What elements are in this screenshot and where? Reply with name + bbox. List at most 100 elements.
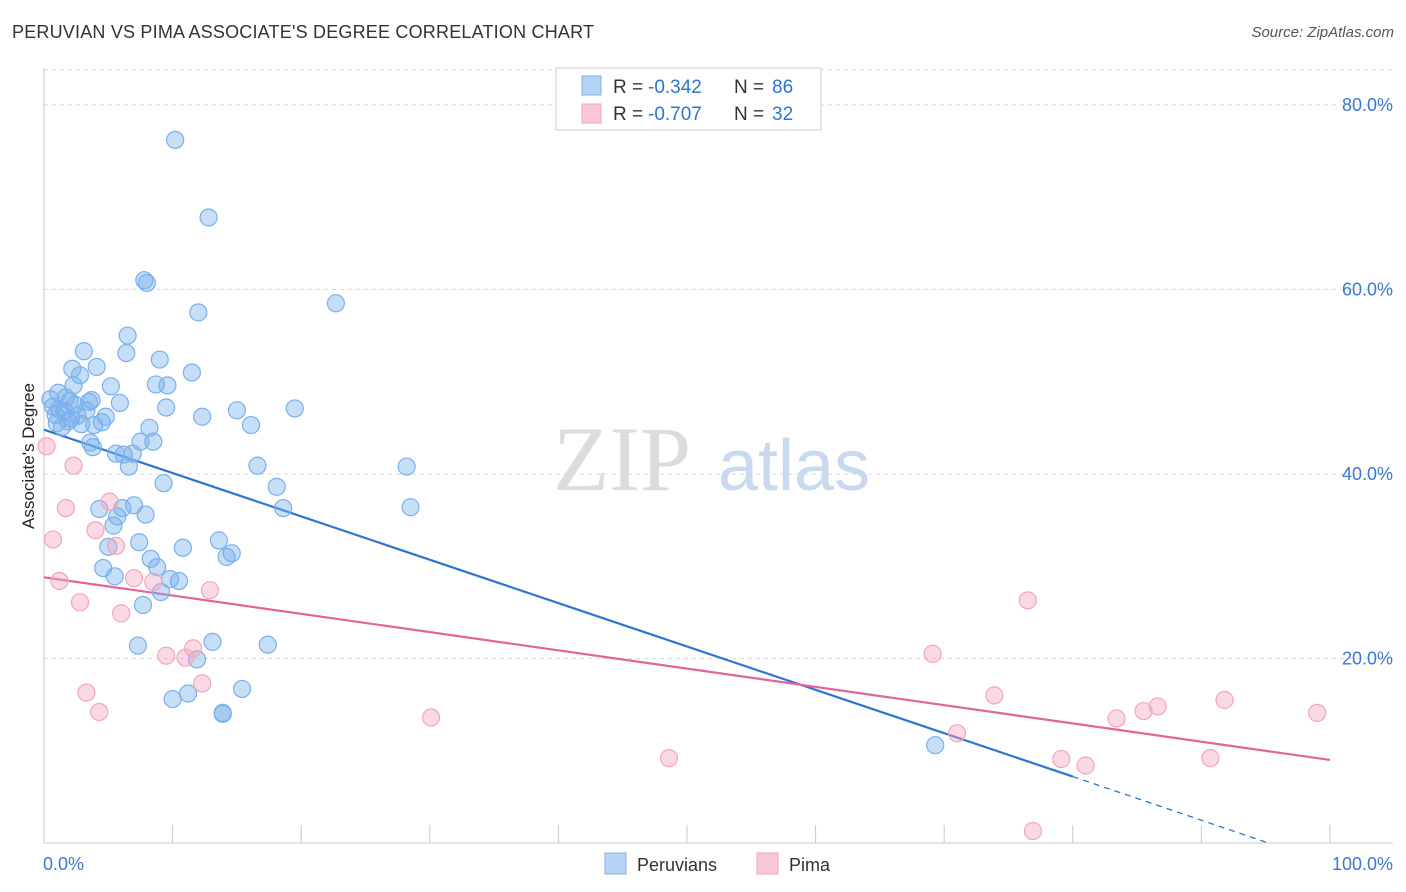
pima-point [1076, 756, 1095, 775]
peruvians-trendline-extension [1072, 775, 1266, 843]
peruvians-point [96, 407, 115, 426]
peruvians-point [83, 438, 102, 457]
peruvians-point [87, 357, 106, 377]
peruvians-point [258, 635, 277, 654]
peruvians-point [926, 736, 945, 755]
pima-point [659, 749, 679, 768]
pima-point [70, 593, 90, 612]
pima-point [157, 646, 176, 665]
peruvians-point [150, 350, 169, 369]
pima-point [200, 581, 219, 600]
y-tick-label: 20.0% [1342, 648, 1393, 668]
pima-point [1018, 591, 1037, 610]
pima-point [106, 536, 126, 556]
pima-point [1215, 690, 1234, 710]
pima-point [184, 639, 203, 658]
peruvians-point [326, 294, 346, 313]
pima-point [100, 492, 119, 511]
gridlines [44, 69, 1393, 659]
stats-r-value-peruvians: -0.342 [648, 77, 702, 98]
peruvians-point [163, 689, 182, 709]
legend-label-pima: Pima [789, 855, 831, 875]
pima-point [124, 569, 144, 588]
peruvians-point [158, 376, 177, 395]
pima-point [1052, 749, 1071, 769]
peruvians-point [117, 343, 136, 363]
x-tick-label: 100.0% [1332, 854, 1393, 874]
chart-source: Source: ZipAtlas.com [1251, 24, 1394, 41]
peruvians-point [72, 415, 91, 434]
legend-swatch-peruvians [604, 852, 627, 875]
peruvians-trendline [43, 428, 1074, 778]
svg-text:R =: R = [613, 77, 643, 98]
stats-n-label-peruvians: N = [734, 77, 764, 98]
stats-r-label-peruvians: R = [613, 77, 643, 98]
peruvians-point [70, 366, 90, 385]
watermark-zip: ZIP [553, 408, 691, 510]
x-tick-label: 0.0% [43, 854, 84, 874]
pima-point [1134, 701, 1153, 721]
peruvians-point [267, 477, 286, 496]
pima-point [1148, 697, 1167, 716]
peruvians-point [101, 377, 120, 396]
peruvians-point [274, 498, 293, 518]
y-tick-label: 60.0% [1342, 279, 1393, 299]
peruvians-point [90, 499, 109, 519]
peruvians-point [118, 326, 137, 345]
pima-point [1107, 709, 1126, 728]
series-legend: Peruvians Pima [604, 852, 831, 875]
peruvians-point [189, 303, 208, 322]
pima-point [1201, 749, 1220, 768]
peruvians-point [193, 407, 212, 426]
peruvians-point [151, 582, 171, 602]
pima-point [947, 724, 967, 743]
peruvians-point [105, 567, 124, 586]
peruvians-point [65, 395, 84, 414]
y-axis-title: Associate's Degree [19, 383, 38, 529]
pima-point [176, 648, 195, 667]
y-tick-label: 40.0% [1342, 464, 1393, 484]
pima-point [985, 686, 1004, 705]
peruvians-point [397, 457, 416, 476]
pima-point [923, 644, 942, 663]
peruvians-point [148, 558, 167, 577]
pima-point [43, 530, 63, 549]
y-tick-label: 80.0% [1342, 95, 1393, 115]
peruvians-point [178, 684, 198, 703]
peruvians-point [140, 418, 159, 437]
legend-label-peruvians: Peruvians [637, 855, 717, 875]
pima-point [193, 674, 212, 693]
legend-swatch-pima [756, 852, 779, 875]
pima-point [112, 604, 131, 623]
peruvians-point [144, 432, 163, 451]
peruvians-point [131, 432, 150, 451]
pima-point [421, 708, 441, 727]
peruvians-point [166, 130, 185, 150]
peruvians-point [182, 363, 201, 382]
stats-swatch-peruvians [581, 75, 602, 96]
stats-r-label-pima: R = [613, 104, 643, 125]
pima-point [56, 498, 75, 518]
svg-text:R =: R = [613, 104, 643, 125]
peruvians-point [99, 537, 118, 556]
watermark-atlas: atlas [718, 426, 870, 506]
peruvians-point [79, 392, 99, 412]
peruvians-point [213, 703, 232, 723]
pima-point [37, 437, 56, 456]
tick-labels: 20.0% 40.0% 60.0% 80.0% 0.0% 100.0% [43, 95, 1393, 874]
peruvians-point [64, 376, 83, 395]
stats-r-value-pima: -0.707 [648, 104, 702, 125]
peruvians-point [209, 531, 228, 550]
peruvians-point [187, 650, 207, 669]
pima-point [77, 683, 96, 702]
pima-point [50, 571, 69, 591]
peruvians-point [133, 595, 153, 615]
peruvians-point [110, 393, 129, 413]
watermark: ZIP atlas [553, 408, 870, 510]
stats-swatch-pima [581, 103, 602, 124]
chart-title: PERUVIAN VS PIMA ASSOCIATE'S DEGREE CORR… [12, 22, 595, 42]
stats-n-value-peruvians: 86 [772, 77, 793, 98]
peruvians-point [169, 571, 189, 591]
peruvians-point [222, 544, 241, 563]
